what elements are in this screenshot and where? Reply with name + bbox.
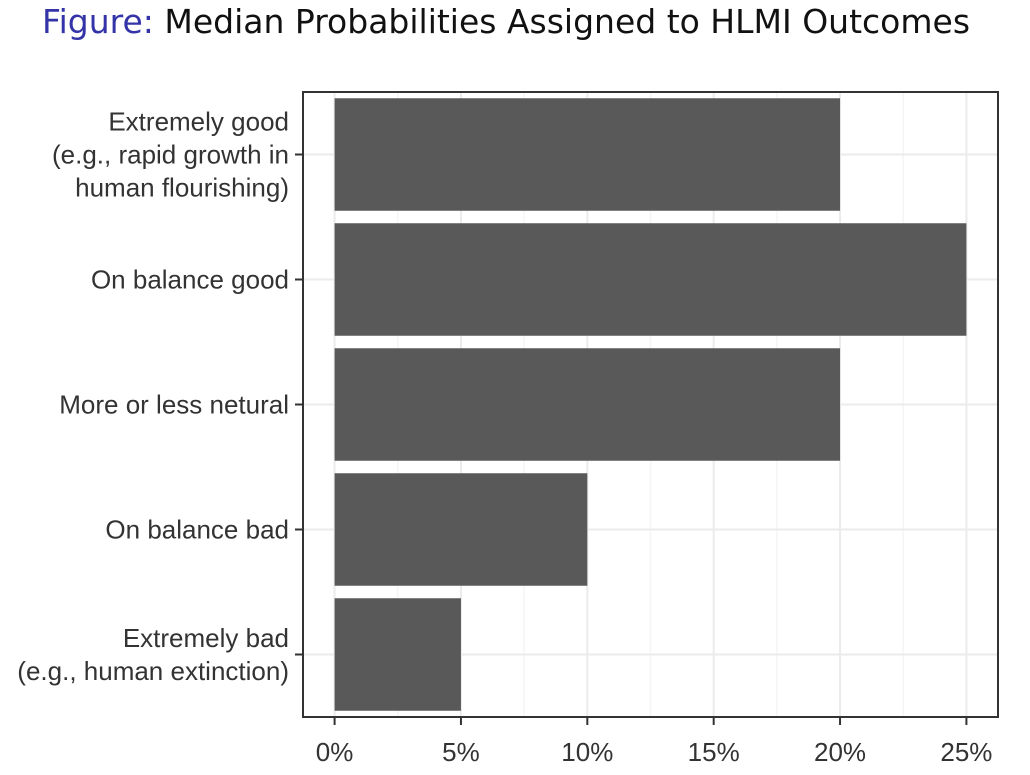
y-tick-label-1: On balance good	[91, 265, 289, 295]
y-tick-label-2: More or less netural	[59, 390, 289, 420]
x-axis: 0% 5% 10% 15% 20% 25%	[316, 717, 992, 767]
bar-3	[334, 473, 588, 586]
x-tick-label-2: 10%	[561, 737, 613, 767]
x-tick-label-0: 0%	[316, 737, 354, 767]
y-tick-label-line: On balance bad	[105, 515, 289, 545]
y-tick-label-line: More or less netural	[59, 390, 289, 420]
x-tick-label-1: 5%	[442, 737, 480, 767]
y-tick-label-3: On balance bad	[105, 515, 289, 545]
y-tick-label-line: (e.g., rapid growth in	[52, 140, 289, 170]
bar-4	[334, 598, 461, 711]
x-tick-label-4: 20%	[814, 737, 866, 767]
x-tick-label-5: 25%	[940, 737, 992, 767]
figure-title-text: Median Probabilities Assigned to HLMI Ou…	[164, 2, 971, 41]
bars	[334, 98, 967, 711]
x-tick-label-3: 15%	[688, 737, 740, 767]
y-tick-label-0: Extremely good (e.g., rapid growth in huma…	[52, 107, 289, 203]
y-axis: Extremely good (e.g., rapid growth in huma…	[17, 107, 303, 686]
y-tick-label-line: On balance good	[91, 265, 289, 295]
y-tick-label-line: Extremely bad	[123, 623, 289, 653]
bar-2	[334, 348, 841, 461]
bar-1	[334, 223, 967, 336]
figure-title-prefix: Figure:	[42, 2, 154, 41]
y-tick-label-4: Extremely bad (e.g., human extinction)	[17, 623, 289, 686]
y-tick-label-line: human flourishing)	[75, 173, 289, 203]
y-tick-label-line: Extremely good	[108, 107, 289, 137]
y-tick-label-line: (e.g., human extinction)	[17, 656, 289, 686]
bar-0	[334, 98, 841, 211]
figure-title: Figure: Median Probabilities Assigned to…	[42, 0, 970, 44]
